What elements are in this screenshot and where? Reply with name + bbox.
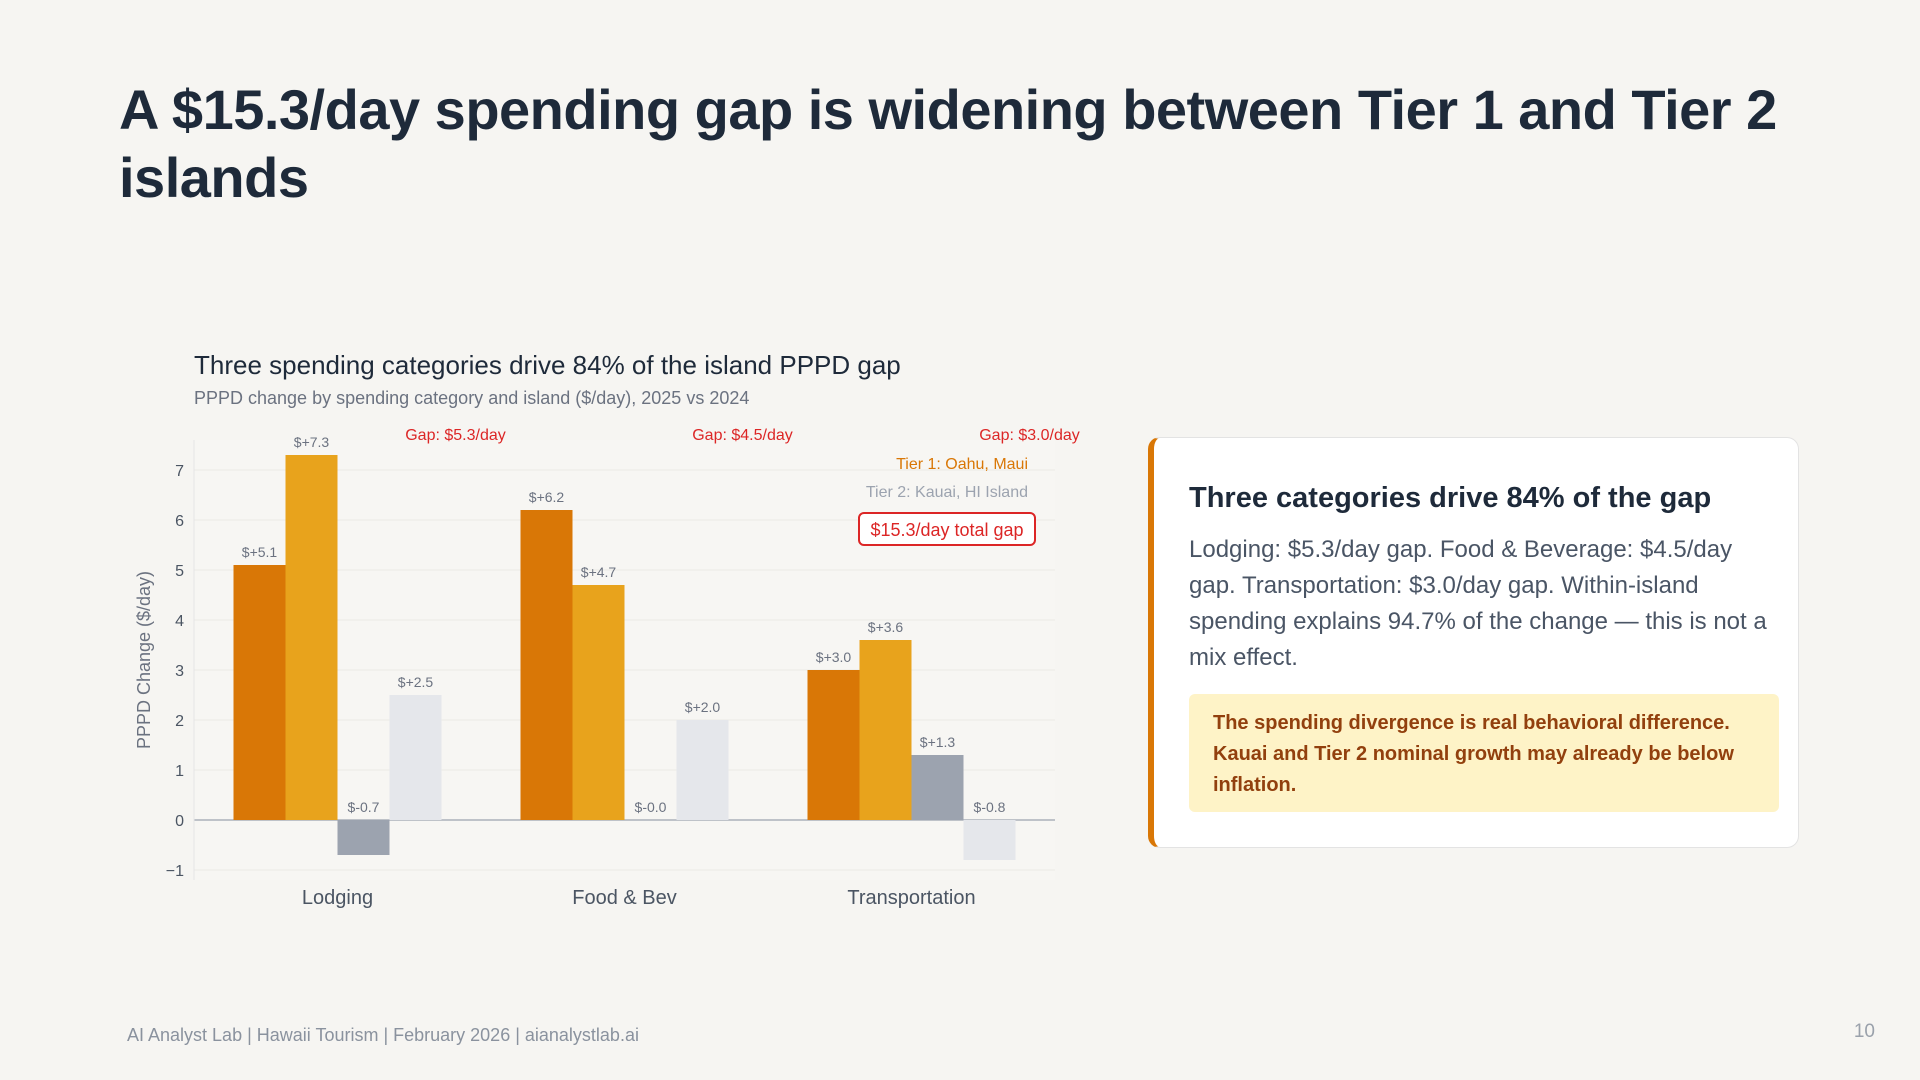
bar-value-label: $+6.2 bbox=[529, 489, 565, 505]
x-tick-label: Transportation bbox=[847, 887, 975, 909]
slide-title: A $15.3/day spending gap is widening bet… bbox=[119, 78, 1777, 209]
y-tick-label: −1 bbox=[166, 863, 184, 880]
bar bbox=[676, 720, 729, 820]
y-tick-label: 6 bbox=[175, 513, 184, 530]
bar-value-label: $-0.8 bbox=[974, 799, 1006, 815]
callout-box: The spending divergence is real behavior… bbox=[1189, 694, 1779, 812]
bar-value-label: $-0.0 bbox=[635, 799, 667, 815]
y-tick-label: 5 bbox=[175, 563, 184, 580]
card-body: Lodging: $5.3/day gap. Food & Beverage: … bbox=[1189, 536, 1767, 671]
bar-value-label: $+5.1 bbox=[242, 544, 278, 560]
bar-value-label: $+4.7 bbox=[581, 564, 617, 580]
total-gap-box bbox=[858, 512, 1036, 546]
y-tick-label: 1 bbox=[175, 763, 184, 780]
y-tick-label: 7 bbox=[175, 463, 184, 480]
bar bbox=[233, 565, 286, 820]
bar-chart: Three spending categories drive 84% of t… bbox=[134, 350, 1080, 909]
gap-annotation: Gap: $5.3/day bbox=[405, 427, 506, 444]
bar-value-label: $+2.0 bbox=[685, 699, 721, 715]
chart-subtitle: PPPD change by spending category and isl… bbox=[194, 388, 749, 408]
y-axis-label: PPPD Change ($/day) bbox=[134, 571, 154, 749]
gap-annotation: Gap: $3.0/day bbox=[979, 427, 1080, 444]
y-tick-label: 2 bbox=[175, 713, 184, 730]
bar bbox=[285, 455, 338, 820]
footer: AI Analyst Lab | Hawaii Tourism | Februa… bbox=[127, 1025, 639, 1045]
bar bbox=[911, 755, 964, 820]
bar bbox=[520, 510, 573, 820]
x-tick-label: Food & Bev bbox=[572, 887, 677, 909]
legend-note: Tier 2: Kauai, HI Island bbox=[866, 484, 1028, 501]
y-tick-label: 4 bbox=[175, 613, 184, 630]
gap-annotation: Gap: $4.5/day bbox=[692, 427, 793, 444]
bar bbox=[807, 670, 860, 820]
chart-container: Three spending categories drive 84% of t… bbox=[120, 330, 1080, 930]
bar-value-label: $+7.3 bbox=[294, 434, 330, 450]
bar-value-label: $+2.5 bbox=[398, 674, 434, 690]
bar-value-label: $+1.3 bbox=[920, 734, 956, 750]
bar-value-label: $+3.0 bbox=[816, 649, 852, 665]
insight-card: Three categories drive 84% of the gap Lo… bbox=[1148, 437, 1799, 848]
bar-value-label: $-0.7 bbox=[348, 799, 380, 815]
total-gap-label: $15.3/day total gap bbox=[870, 520, 1023, 540]
chart-title: Three spending categories drive 84% of t… bbox=[194, 350, 901, 380]
y-tick-label: 3 bbox=[175, 663, 184, 680]
bar-value-label: $+3.6 bbox=[868, 619, 904, 635]
y-tick-label: 0 bbox=[175, 813, 184, 830]
card-title: Three categories drive 84% of the gap bbox=[1189, 482, 1712, 514]
page-number: 10 bbox=[1853, 1021, 1875, 1042]
x-tick-label: Lodging bbox=[302, 887, 373, 909]
bar bbox=[572, 585, 625, 820]
bar bbox=[337, 820, 390, 855]
bar bbox=[859, 640, 912, 820]
bar bbox=[963, 820, 1016, 860]
legend-note: Tier 1: Oahu, Maui bbox=[896, 456, 1028, 473]
bar bbox=[389, 695, 442, 820]
